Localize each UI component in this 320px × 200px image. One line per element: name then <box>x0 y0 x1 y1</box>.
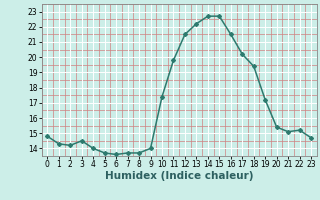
X-axis label: Humidex (Indice chaleur): Humidex (Indice chaleur) <box>105 171 253 181</box>
